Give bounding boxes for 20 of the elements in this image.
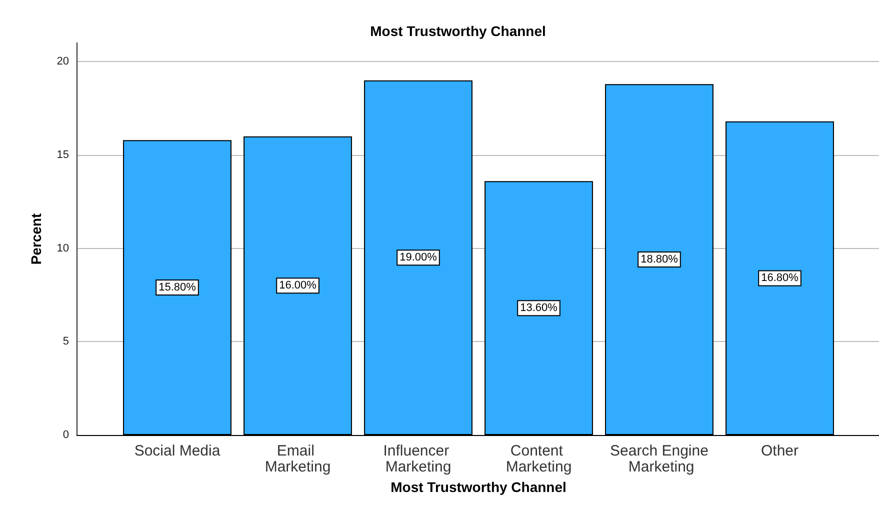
x-tick-label: Content Marketing xyxy=(506,442,572,476)
data-label: 19.00% xyxy=(400,252,438,264)
data-label: 16.00% xyxy=(279,280,317,292)
data-label: 15.80% xyxy=(158,282,196,294)
y-tick-label: 15 xyxy=(56,149,69,161)
x-tick-label: Influencer Marketing xyxy=(383,442,454,476)
y-tick-label: 10 xyxy=(56,242,69,254)
data-label: 16.80% xyxy=(761,272,799,284)
y-tick-label: 0 xyxy=(62,429,69,441)
x-tick-label: Other xyxy=(760,442,799,460)
data-label: 18.80% xyxy=(640,254,678,266)
x-axis-title: Most Trustworthy Channel xyxy=(390,478,566,495)
y-axis-title: Percent xyxy=(28,212,44,265)
x-tick-label: Email Marketing xyxy=(264,442,331,476)
data-label: 13.60% xyxy=(520,302,558,314)
x-tick-label: Search Engine Marketing xyxy=(610,442,708,476)
chart-title: Most Trustworthy Channel xyxy=(370,23,546,39)
x-tick-label: Social Media xyxy=(134,442,221,460)
y-tick-label: 20 xyxy=(56,56,69,68)
y-tick-label: 5 xyxy=(62,336,69,348)
